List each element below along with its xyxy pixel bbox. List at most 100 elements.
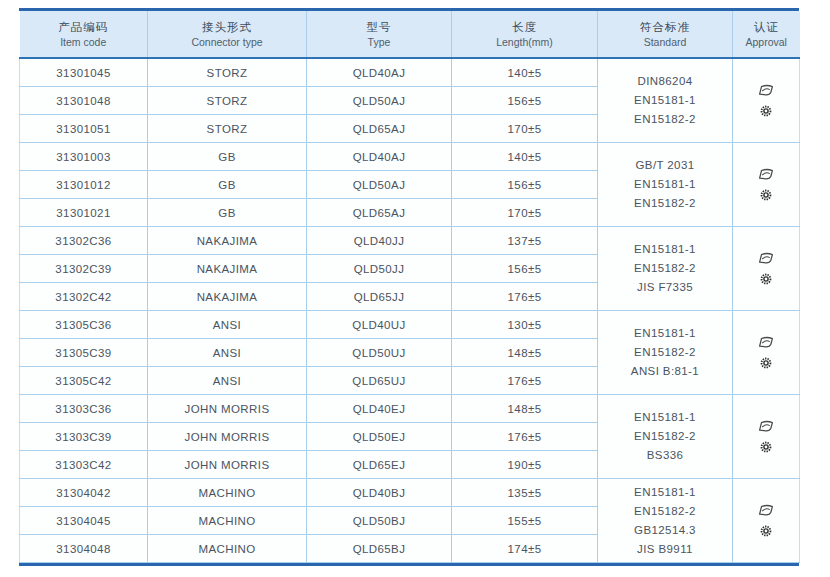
standard-line: EN15181-1 [598,324,732,343]
approval-icons [733,251,799,286]
item-code-cell: 31302C39 [20,255,148,283]
type-cell: QLD40EJ [307,395,452,423]
type-cell: QLD40AJ [307,58,452,87]
standards-cell: EN15181-1EN15182-2ANSI B:81-1 [598,311,733,395]
length-cell: 135±5 [452,479,598,507]
approval-cell [733,395,800,479]
col-header-approval: 认证 Approval [733,11,800,58]
length-cell: 156±5 [452,171,598,199]
length-cell: 176±5 [452,367,598,395]
approval-seal-icon [759,188,773,202]
length-cell: 176±5 [452,283,598,311]
standard-line: EN15182-2 [598,343,732,362]
type-cell: QLD65AJ [307,115,452,143]
table-row: 31304042MACHINOQLD40BJ135±5EN15181-1EN15… [20,479,800,507]
item-code-cell: 31301045 [20,58,148,87]
type-cell: QLD50UJ [307,339,452,367]
item-code-cell: 31302C36 [20,227,148,255]
length-cell: 174±5 [452,535,598,563]
connector-type-cell: STORZ [148,58,307,87]
col-header-length-zh: 长度 [452,20,597,35]
table-row: 31305C36ANSIQLD40UJ130±5EN15181-1EN15182… [20,311,800,339]
connector-type-cell: MACHINO [148,507,307,535]
col-header-item-code: 产品编码 Item code [20,11,148,58]
connector-type-cell: STORZ [148,87,307,115]
connector-type-cell: JOHN MORRIS [148,451,307,479]
standard-line: DIN86204 [598,72,732,91]
connector-type-cell: JOHN MORRIS [148,395,307,423]
certification-logo-icon [757,251,775,265]
connector-type-cell: STORZ [148,115,307,143]
standards-cell: EN15181-1EN15182-2JIS F7335 [598,227,733,311]
item-code-cell: 31303C39 [20,423,148,451]
table-row: 31303C36JOHN MORRISQLD40EJ148±5EN15181-1… [20,395,800,423]
approval-cell [733,58,800,143]
type-cell: QLD40UJ [307,311,452,339]
length-cell: 155±5 [452,507,598,535]
length-cell: 156±5 [452,87,598,115]
col-header-length-en: Length(mm) [452,35,597,49]
approval-seal-icon [759,356,773,370]
approval-cell [733,227,800,311]
approval-icons [733,503,799,538]
header-row: 产品编码 Item code 接头形式 Connector type 型号 Ty… [20,11,800,58]
certification-logo-icon [757,83,775,97]
connector-type-cell: GB [148,143,307,171]
length-cell: 176±5 [452,423,598,451]
type-cell: QLD40JJ [307,227,452,255]
connector-type-cell: JOHN MORRIS [148,423,307,451]
connector-type-cell: GB [148,199,307,227]
standard-line: EN15182-2 [598,259,732,278]
connector-type-cell: GB [148,171,307,199]
approval-icons [733,167,799,202]
connector-type-cell: ANSI [148,367,307,395]
type-cell: QLD65EJ [307,451,452,479]
item-code-cell: 31303C42 [20,451,148,479]
approval-seal-icon [759,524,773,538]
col-header-type-en: Type [307,35,451,49]
table-row: 31301003GBQLD40AJ140±5GB/T 2031EN15181-1… [20,143,800,171]
col-header-item-code-en: Item code [20,35,148,49]
item-code-cell: 31305C39 [20,339,148,367]
certification-logo-icon [757,167,775,181]
standards-cell: DIN86204EN15181-1EN15182-2 [598,58,733,143]
certification-logo-icon [757,419,775,433]
col-header-connector-type-en: Connector type [148,35,306,49]
col-header-standard-zh: 符合标准 [598,20,732,35]
table-body: 31301045STORZQLD40AJ140±5DIN86204EN15181… [20,58,800,563]
approval-cell [733,143,800,227]
standard-line: EN15182-2 [598,427,732,446]
type-cell: QLD65UJ [307,367,452,395]
type-cell: QLD40BJ [307,479,452,507]
type-cell: QLD50JJ [307,255,452,283]
type-cell: QLD65BJ [307,535,452,563]
connector-type-cell: NAKAJIMA [148,255,307,283]
standards-cell: EN15181-1EN15182-2GB12514.3JIS B9911 [598,479,733,563]
approval-icons [733,335,799,370]
col-header-standard: 符合标准 Standard [598,11,733,58]
length-cell: 190±5 [452,451,598,479]
item-code-cell: 31301021 [20,199,148,227]
col-header-approval-en: Approval [733,35,800,49]
type-cell: QLD50AJ [307,87,452,115]
standard-line: EN15181-1 [598,175,732,194]
item-code-cell: 31302C42 [20,283,148,311]
col-header-type: 型号 Type [307,11,452,58]
length-cell: 156±5 [452,255,598,283]
table-row: 31302C36NAKAJIMAQLD40JJ137±5EN15181-1EN1… [20,227,800,255]
item-code-cell: 31301003 [20,143,148,171]
item-code-cell: 31305C36 [20,311,148,339]
table-row: 31301045STORZQLD40AJ140±5DIN86204EN15181… [20,58,800,87]
type-cell: QLD50AJ [307,171,452,199]
length-cell: 140±5 [452,58,598,87]
table-header: 产品编码 Item code 接头形式 Connector type 型号 Ty… [20,11,800,58]
approval-seal-icon [759,440,773,454]
connector-type-cell: ANSI [148,311,307,339]
connector-type-cell: ANSI [148,339,307,367]
approval-cell [733,479,800,563]
item-code-cell: 31304048 [20,535,148,563]
standard-line: JIS F7335 [598,278,732,297]
type-cell: QLD40AJ [307,143,452,171]
connector-type-cell: MACHINO [148,535,307,563]
certification-logo-icon [757,503,775,517]
